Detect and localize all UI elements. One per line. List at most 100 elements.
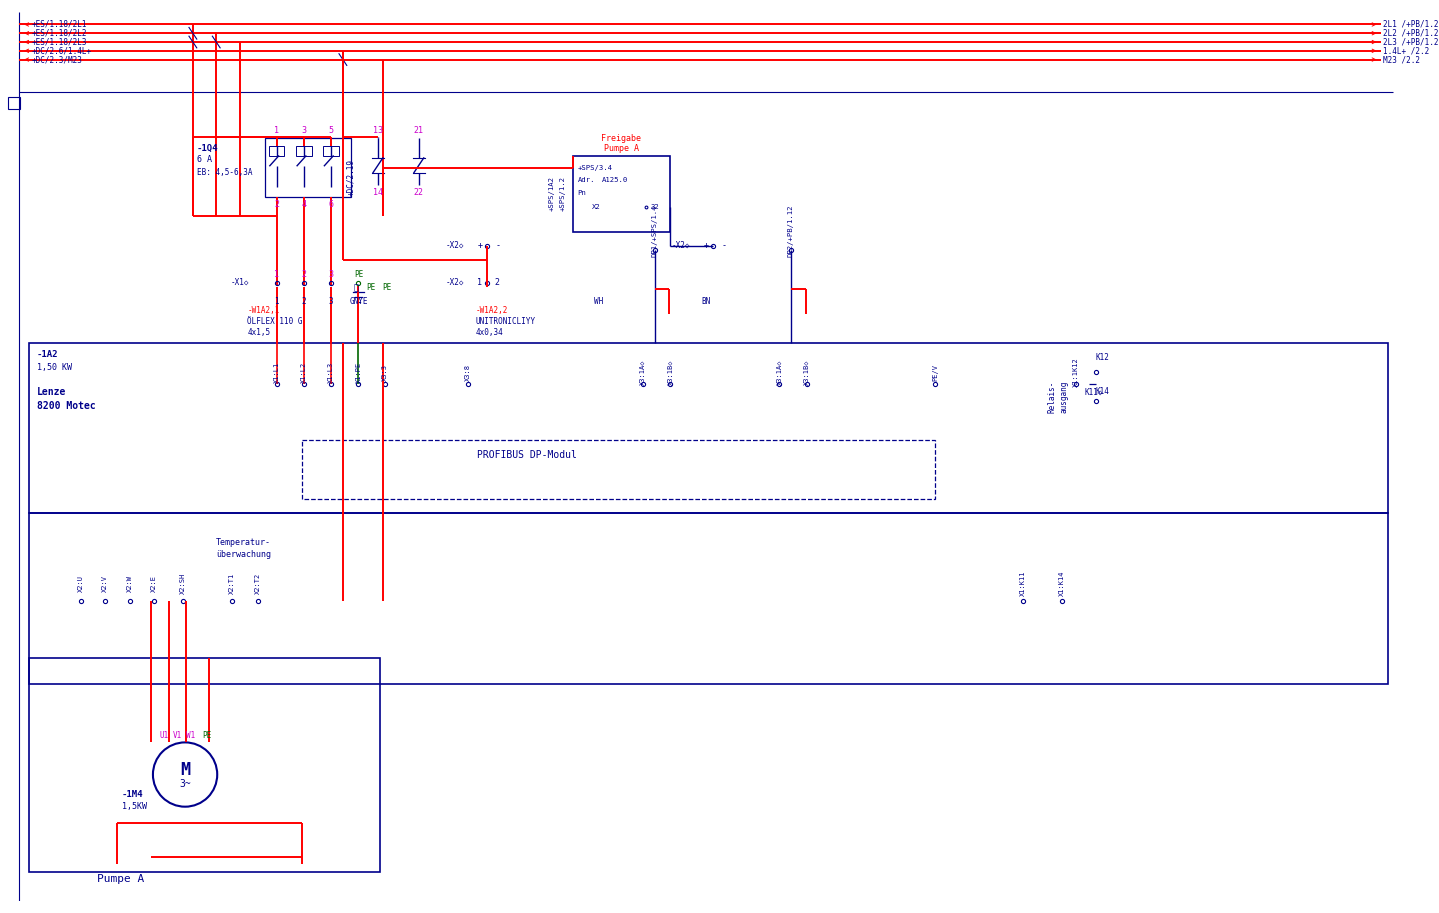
Text: 1.4L+ /2.2: 1.4L+ /2.2: [1383, 47, 1429, 56]
Text: +SPS/1.2: +SPS/1.2: [560, 176, 566, 212]
Text: 8200 Motec: 8200 Motec: [37, 402, 96, 412]
Text: -W1A2,2: -W1A2,2: [475, 307, 508, 315]
Text: 32: 32: [650, 204, 659, 210]
Text: X2:SH: X2:SH: [180, 573, 186, 594]
Text: GNYE: GNYE: [350, 297, 368, 306]
Text: 2L2 /+PB/1.2: 2L2 /+PB/1.2: [1383, 28, 1439, 37]
Text: 6 A: 6 A: [197, 155, 212, 164]
Text: 3: 3: [328, 270, 334, 279]
Text: X2:W: X2:W: [127, 575, 132, 593]
Text: 22: 22: [414, 187, 425, 196]
Text: 2: 2: [275, 200, 279, 209]
Text: K12: K12: [1097, 353, 1109, 362]
Text: -X1◇: -X1◇: [230, 278, 249, 287]
Text: M: M: [180, 761, 190, 779]
Bar: [29, 513, 1389, 684]
Text: DP1/+SPS/1.4: DP1/+SPS/1.4: [652, 205, 658, 257]
Text: X3:8: X3:8: [465, 363, 471, 381]
Text: Temperatur-: Temperatur-: [216, 538, 271, 547]
Text: X3:1A◇: X3:1A◇: [640, 360, 646, 385]
Text: 1,50 KW: 1,50 KW: [37, 362, 72, 372]
Text: 6: 6: [328, 200, 334, 209]
Text: X2:T1: X2:T1: [229, 573, 235, 594]
Text: Adr.: Adr.: [577, 177, 596, 184]
Text: Pn: Pn: [577, 190, 586, 196]
Bar: [302, 440, 935, 498]
Text: 2: 2: [301, 270, 307, 279]
Text: X1:K11: X1:K11: [1020, 571, 1026, 596]
Text: +ES/1.18/2L1: +ES/1.18/2L1: [32, 20, 86, 29]
Bar: [29, 343, 1389, 513]
Text: +DC/2.19: +DC/2.19: [345, 159, 355, 196]
Text: X1:PE: X1:PE: [355, 362, 361, 383]
Bar: [7, 97, 20, 110]
Text: 3~: 3~: [180, 780, 191, 789]
Text: -: -: [717, 241, 727, 250]
Text: WH: WH: [594, 297, 603, 306]
Bar: [324, 146, 340, 156]
Text: PE: PE: [201, 731, 212, 740]
Text: -1Q4: -1Q4: [197, 143, 219, 152]
Text: DP2/+PB/1.12: DP2/+PB/1.12: [789, 205, 794, 257]
Text: Pumpe A: Pumpe A: [604, 143, 639, 152]
Text: +ES/1.18/2L3: +ES/1.18/2L3: [32, 37, 86, 47]
Text: X3:1B◇: X3:1B◇: [803, 360, 810, 385]
Text: -1A2: -1A2: [37, 351, 59, 359]
Text: X1:L2: X1:L2: [301, 362, 307, 383]
Bar: [296, 146, 312, 156]
Text: 1: 1: [275, 297, 279, 306]
Text: 4: 4: [301, 200, 307, 209]
Text: 5: 5: [328, 126, 334, 135]
Text: +DC/2.6/1.4L+: +DC/2.6/1.4L+: [32, 47, 91, 56]
Text: 14: 14: [373, 187, 383, 196]
Text: UNITRONICLIYY: UNITRONICLIYY: [475, 317, 535, 326]
Text: EB: 4,5-6,3A: EB: 4,5-6,3A: [197, 168, 252, 177]
Text: 4x0,34: 4x0,34: [475, 328, 504, 337]
Text: ÖLFLEX 110 G: ÖLFLEX 110 G: [248, 317, 304, 326]
Text: 1: 1: [478, 278, 482, 287]
Text: X2:E: X2:E: [151, 575, 157, 593]
Text: -X2◇: -X2◇: [446, 241, 465, 250]
Text: +DC/2.3/M23: +DC/2.3/M23: [32, 55, 82, 64]
Text: -1M4: -1M4: [122, 790, 144, 799]
Text: +: +: [478, 241, 482, 250]
Text: Pumpe A: Pumpe A: [98, 874, 145, 884]
Text: -W1A2,1: -W1A2,1: [248, 307, 279, 315]
Text: -X2◇: -X2◇: [446, 278, 465, 287]
Text: X1:K14: X1:K14: [1059, 571, 1065, 596]
Text: V1: V1: [173, 731, 181, 740]
Text: ⏚: ⏚: [354, 283, 358, 292]
Text: PROFIBUS DP-Modul: PROFIBUS DP-Modul: [478, 450, 577, 460]
Text: überwachung: überwachung: [216, 550, 271, 559]
Text: 1,5KW: 1,5KW: [122, 803, 147, 811]
Text: PE: PE: [354, 270, 363, 279]
Text: X2:U: X2:U: [78, 575, 83, 593]
Text: Relais-: Relais-: [1048, 381, 1056, 413]
Text: Freigabe: Freigabe: [602, 134, 642, 143]
Text: 2: 2: [495, 278, 499, 287]
Text: +SPS/3.4: +SPS/3.4: [577, 164, 613, 171]
Text: PE/V: PE/V: [932, 363, 938, 381]
Text: 2: 2: [302, 297, 307, 306]
Text: ausgang: ausgang: [1059, 381, 1068, 413]
Text: M23 /2.2: M23 /2.2: [1383, 55, 1420, 64]
Text: W1: W1: [186, 731, 196, 740]
Text: 21: 21: [414, 126, 425, 135]
Text: X1:1K12: X1:1K12: [1073, 357, 1079, 387]
Text: +: +: [704, 241, 708, 250]
Text: X1:L3: X1:L3: [328, 362, 334, 383]
Text: +ES/1.18/2L2: +ES/1.18/2L2: [32, 28, 86, 37]
Text: 1: 1: [275, 270, 279, 279]
Text: 13: 13: [373, 126, 383, 135]
Text: BN: BN: [701, 297, 711, 306]
Text: K14: K14: [1097, 387, 1109, 396]
Text: X3:3: X3:3: [381, 363, 387, 381]
Text: 2L3 /+PB/1.2: 2L3 /+PB/1.2: [1383, 37, 1439, 47]
Text: 1: 1: [275, 126, 279, 135]
Text: X2:T2: X2:T2: [255, 573, 260, 594]
Text: 3: 3: [301, 126, 307, 135]
Bar: [29, 657, 380, 872]
Text: 2L1 /+PB/1.2: 2L1 /+PB/1.2: [1383, 20, 1439, 29]
Text: PE: PE: [381, 283, 391, 292]
Text: PE: PE: [367, 283, 376, 292]
